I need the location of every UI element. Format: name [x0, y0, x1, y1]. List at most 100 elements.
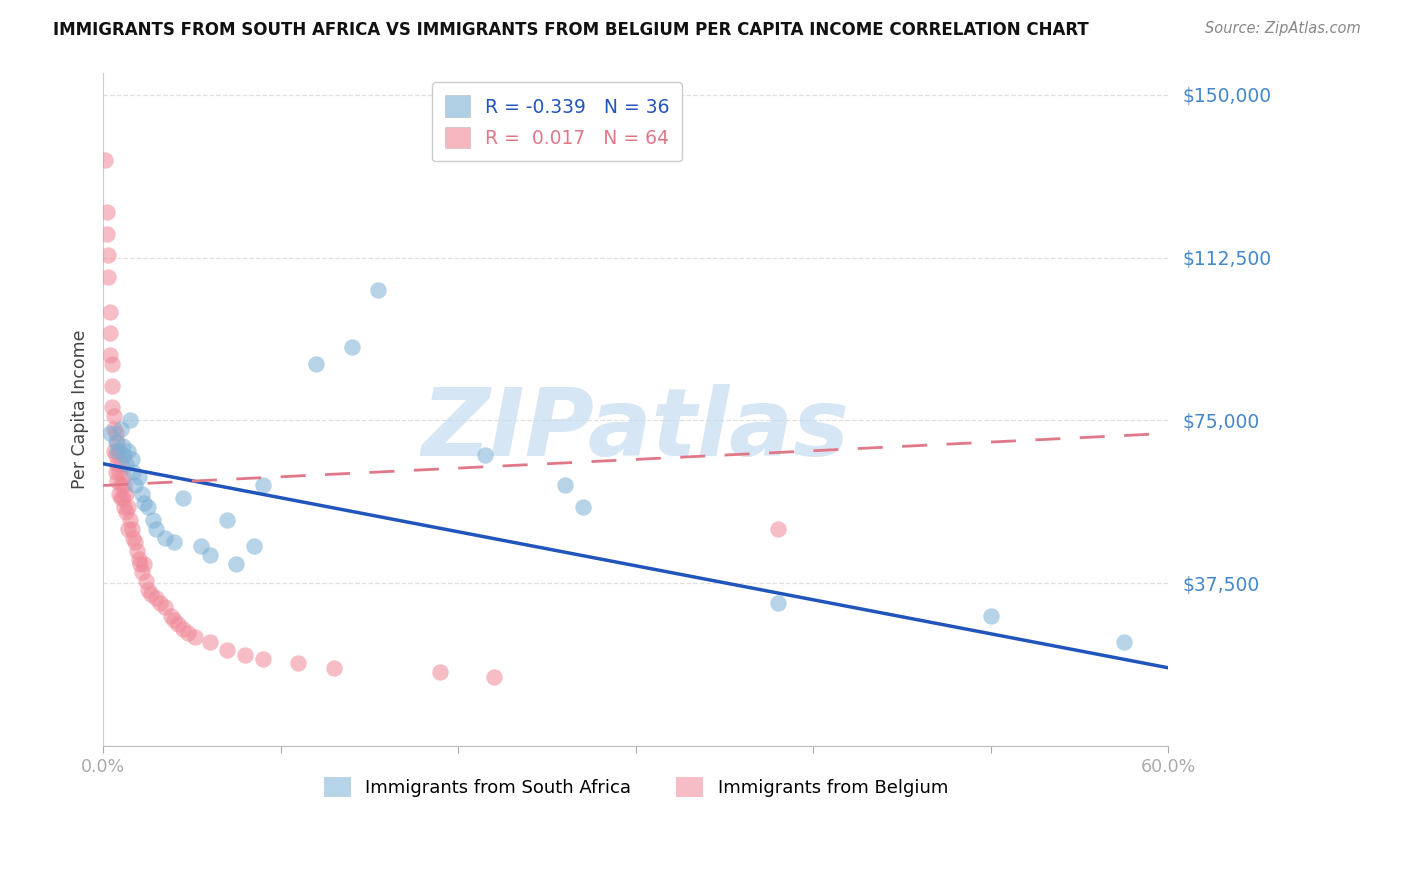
Point	[252, 478, 274, 492]
Point	[94, 153, 117, 167]
Point	[980, 608, 1002, 623]
Point	[429, 665, 451, 680]
Point	[340, 339, 363, 353]
Point	[136, 582, 159, 597]
Point	[101, 378, 124, 392]
Point	[104, 426, 127, 441]
Point	[104, 448, 127, 462]
Point	[98, 348, 121, 362]
Point	[177, 626, 200, 640]
Point	[482, 669, 505, 683]
Point	[190, 539, 212, 553]
Point	[105, 474, 128, 488]
Point	[125, 543, 148, 558]
Point	[121, 522, 143, 536]
Point	[305, 357, 328, 371]
Point	[766, 522, 789, 536]
Point	[117, 522, 139, 536]
Text: IMMIGRANTS FROM SOUTH AFRICA VS IMMIGRANTS FROM BELGIUM PER CAPITA INCOME CORREL: IMMIGRANTS FROM SOUTH AFRICA VS IMMIGRAN…	[53, 21, 1090, 39]
Point	[131, 566, 153, 580]
Point	[118, 513, 141, 527]
Point	[118, 413, 141, 427]
Point	[105, 443, 128, 458]
Point	[155, 531, 177, 545]
Point	[1112, 634, 1135, 648]
Point	[98, 305, 121, 319]
Point	[139, 587, 162, 601]
Point	[474, 448, 496, 462]
Point	[131, 487, 153, 501]
Point	[198, 548, 221, 562]
Legend: Immigrants from South Africa, Immigrants from Belgium: Immigrants from South Africa, Immigrants…	[316, 770, 955, 805]
Point	[110, 422, 132, 436]
Point	[243, 539, 266, 553]
Point	[114, 500, 136, 515]
Point	[96, 227, 118, 241]
Point	[233, 648, 256, 662]
Point	[110, 478, 132, 492]
Point	[117, 443, 139, 458]
Point	[124, 478, 146, 492]
Point	[172, 491, 194, 506]
Point	[98, 326, 121, 341]
Point	[323, 661, 346, 675]
Point	[104, 466, 127, 480]
Point	[225, 557, 247, 571]
Point	[367, 283, 389, 297]
Point	[198, 634, 221, 648]
Text: Source: ZipAtlas.com: Source: ZipAtlas.com	[1205, 21, 1361, 37]
Point	[217, 513, 239, 527]
Point	[149, 596, 172, 610]
Point	[115, 504, 138, 518]
Point	[103, 409, 125, 423]
Point	[124, 535, 146, 549]
Point	[132, 557, 155, 571]
Point	[108, 443, 131, 458]
Point	[114, 448, 136, 462]
Point	[571, 500, 593, 515]
Point	[128, 552, 150, 566]
Point	[155, 600, 177, 615]
Text: ZIPatlas: ZIPatlas	[422, 384, 849, 475]
Point	[96, 205, 118, 219]
Point	[159, 608, 181, 623]
Point	[101, 401, 124, 415]
Point	[135, 574, 157, 588]
Point	[101, 357, 124, 371]
Point	[98, 426, 121, 441]
Point	[166, 617, 188, 632]
Point	[122, 531, 145, 545]
Point	[110, 491, 132, 506]
Point	[554, 478, 576, 492]
Point	[110, 457, 132, 471]
Point	[103, 443, 125, 458]
Point	[132, 496, 155, 510]
Point	[217, 643, 239, 657]
Point	[136, 500, 159, 515]
Point	[97, 270, 120, 285]
Point	[108, 466, 131, 480]
Point	[105, 435, 128, 450]
Point	[111, 439, 134, 453]
Point	[103, 422, 125, 436]
Point	[122, 466, 145, 480]
Point	[105, 457, 128, 471]
Y-axis label: Per Capita Income: Per Capita Income	[72, 330, 89, 489]
Point	[145, 591, 167, 606]
Point	[766, 596, 789, 610]
Point	[97, 248, 120, 262]
Point	[115, 487, 138, 501]
Point	[252, 652, 274, 666]
Point	[111, 470, 134, 484]
Point	[142, 513, 165, 527]
Point	[117, 500, 139, 515]
Point	[129, 557, 152, 571]
Point	[121, 452, 143, 467]
Point	[115, 457, 138, 471]
Point	[128, 470, 150, 484]
Point	[172, 622, 194, 636]
Point	[111, 491, 134, 506]
Point	[145, 522, 167, 536]
Point	[114, 478, 136, 492]
Point	[163, 535, 186, 549]
